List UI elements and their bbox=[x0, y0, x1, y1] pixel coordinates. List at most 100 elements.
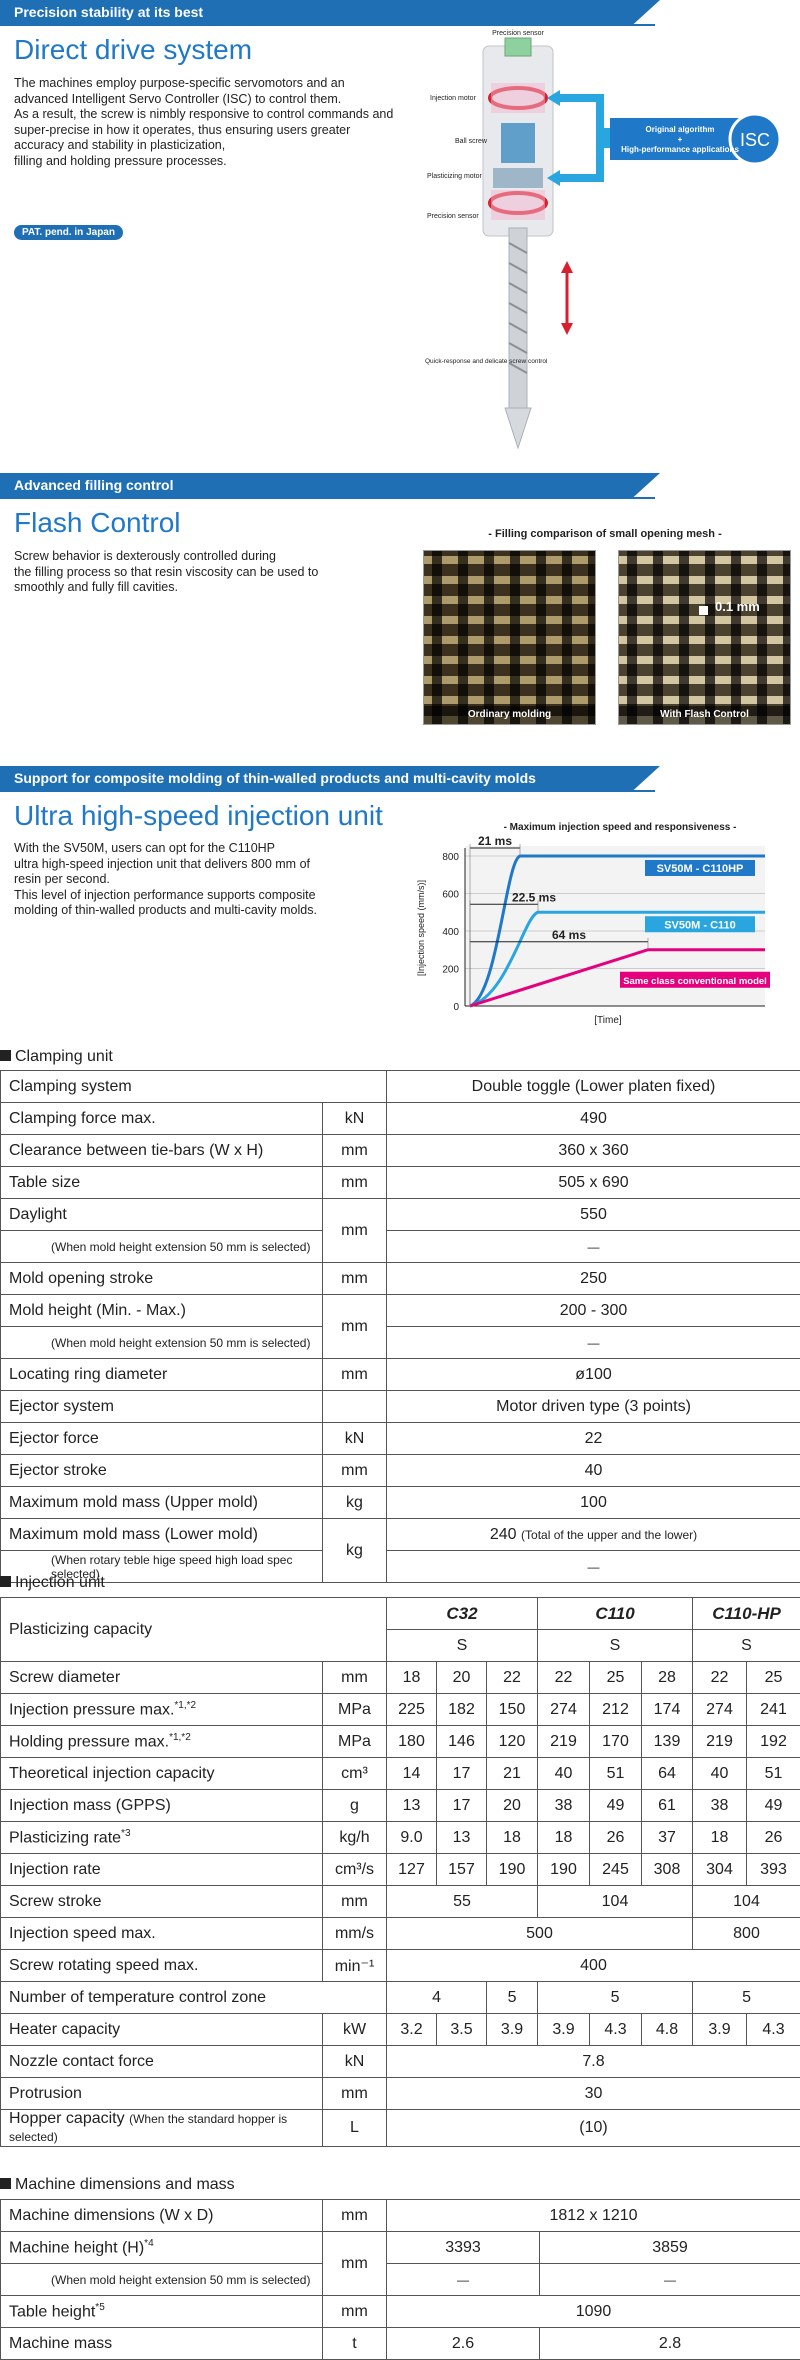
cell: 38 bbox=[693, 1790, 747, 1822]
cell: 5 bbox=[487, 1982, 538, 2014]
cell: 22 bbox=[387, 1423, 800, 1455]
row-label: Holding pressure max.*1,*2 bbox=[1, 1726, 323, 1758]
cell: 180 bbox=[387, 1726, 437, 1758]
cell: 127 bbox=[387, 1854, 437, 1886]
table-row: Hopper capacity (When the standard hoppe… bbox=[1, 2110, 800, 2147]
ultra-paragraph: With the SV50M, users can opt for the C1… bbox=[14, 841, 394, 919]
cell: 40 bbox=[538, 1758, 590, 1790]
table-row: (When mold height extension 50 mm is sel… bbox=[1, 2264, 800, 2296]
cell: Maximum mold mass (Lower mold) bbox=[1, 1519, 323, 1551]
cell: Clearance between tie-bars (W x H) bbox=[1, 1135, 323, 1167]
y-tick-label: 600 bbox=[442, 890, 459, 901]
photo-flash-control: 0.1 mm With Flash Control bbox=[618, 550, 791, 725]
cell: mm bbox=[323, 1295, 387, 1359]
banner-underline bbox=[0, 497, 655, 499]
row-label: Screw diameter bbox=[1, 1662, 323, 1694]
banner-underline bbox=[0, 790, 655, 792]
response-label: 21 ms bbox=[478, 834, 512, 848]
cell: — bbox=[387, 2264, 540, 2296]
cell: 308 bbox=[642, 1854, 693, 1886]
label-quick-response: Quick-response and delicate screw contro… bbox=[425, 358, 548, 365]
cell: mm/s bbox=[323, 1918, 387, 1950]
cell: 51 bbox=[747, 1758, 800, 1790]
model-header: C32 bbox=[387, 1598, 538, 1630]
clamping-unit-title: Clamping unit bbox=[0, 1048, 113, 1066]
cell: 219 bbox=[693, 1726, 747, 1758]
cell: kW bbox=[323, 2014, 387, 2046]
cell: 20 bbox=[487, 1790, 538, 1822]
cell: 25 bbox=[747, 1662, 800, 1694]
cell: 49 bbox=[590, 1790, 642, 1822]
cell: 13 bbox=[437, 1822, 487, 1854]
cell: mm bbox=[323, 1199, 387, 1263]
cell: ø100 bbox=[387, 1359, 800, 1391]
cell: 219 bbox=[538, 1726, 590, 1758]
flash-caption: - Filling comparison of small opening me… bbox=[420, 528, 790, 540]
row-label: Plasticizing capacity bbox=[1, 1598, 387, 1662]
cell: (When mold height extension 50 mm is sel… bbox=[1, 2264, 323, 2296]
cell: Clamping system bbox=[1, 1071, 387, 1103]
row-label: Theoretical injection capacity bbox=[1, 1758, 323, 1790]
section-banner-composite: Support for composite molding of thin-wa… bbox=[0, 766, 660, 790]
cell: 505 x 690 bbox=[387, 1167, 800, 1199]
cell: 20 bbox=[437, 1662, 487, 1694]
cell: Table size bbox=[1, 1167, 323, 1199]
cell: Mold opening stroke bbox=[1, 1263, 323, 1295]
cell: 3393 bbox=[387, 2232, 540, 2264]
cell: Motor driven type (3 points) bbox=[387, 1391, 800, 1423]
injection-speed-chart: - Maximum injection speed and responsive… bbox=[410, 818, 795, 1033]
cell: 360 x 360 bbox=[387, 1135, 800, 1167]
cell: — bbox=[387, 1551, 800, 1583]
banner-underline bbox=[0, 24, 655, 26]
cell: mm bbox=[323, 1135, 387, 1167]
cell: 100 bbox=[387, 1487, 800, 1519]
cell: 2.6 bbox=[387, 2328, 540, 2360]
cell: Protrusion bbox=[1, 2078, 323, 2110]
cell: mm bbox=[323, 1455, 387, 1487]
cell: 120 bbox=[487, 1726, 538, 1758]
cell: mm bbox=[323, 1662, 387, 1694]
cell: S bbox=[538, 1630, 693, 1662]
table-row: (When mold height extension 50 mm is sel… bbox=[1, 1231, 800, 1263]
cell: L bbox=[323, 2110, 387, 2147]
cell: (When mold height extension 50 mm is sel… bbox=[1, 1231, 323, 1263]
cell: Machine dimensions (W x D) bbox=[1, 2200, 323, 2232]
chart-xlabel: [Time] bbox=[594, 1015, 622, 1026]
cell: 4.8 bbox=[642, 2014, 693, 2046]
cell: 18 bbox=[693, 1822, 747, 1854]
photo-ordinary-molding: Ordinary molding bbox=[423, 550, 596, 725]
cell: 4.3 bbox=[747, 2014, 800, 2046]
cell: cm³ bbox=[323, 1758, 387, 1790]
row-label: Hopper capacity (When the standard hoppe… bbox=[1, 2110, 323, 2147]
dimension-label: 0.1 mm bbox=[715, 599, 760, 614]
cell: 26 bbox=[747, 1822, 800, 1854]
cell bbox=[323, 1391, 387, 1423]
cell: 1812 x 1210 bbox=[387, 2200, 800, 2232]
cell: 146 bbox=[437, 1726, 487, 1758]
cell: 3.9 bbox=[693, 2014, 747, 2046]
cell: Maximum mold mass (Upper mold) bbox=[1, 1487, 323, 1519]
cell: 5 bbox=[538, 1982, 693, 2014]
cell: 17 bbox=[437, 1758, 487, 1790]
label-algorithm-2: High-performance applications bbox=[621, 145, 739, 154]
y-tick-label: 0 bbox=[453, 1002, 459, 1013]
cell: 150 bbox=[487, 1694, 538, 1726]
cell: 55 bbox=[387, 1886, 538, 1918]
cell: 274 bbox=[538, 1694, 590, 1726]
